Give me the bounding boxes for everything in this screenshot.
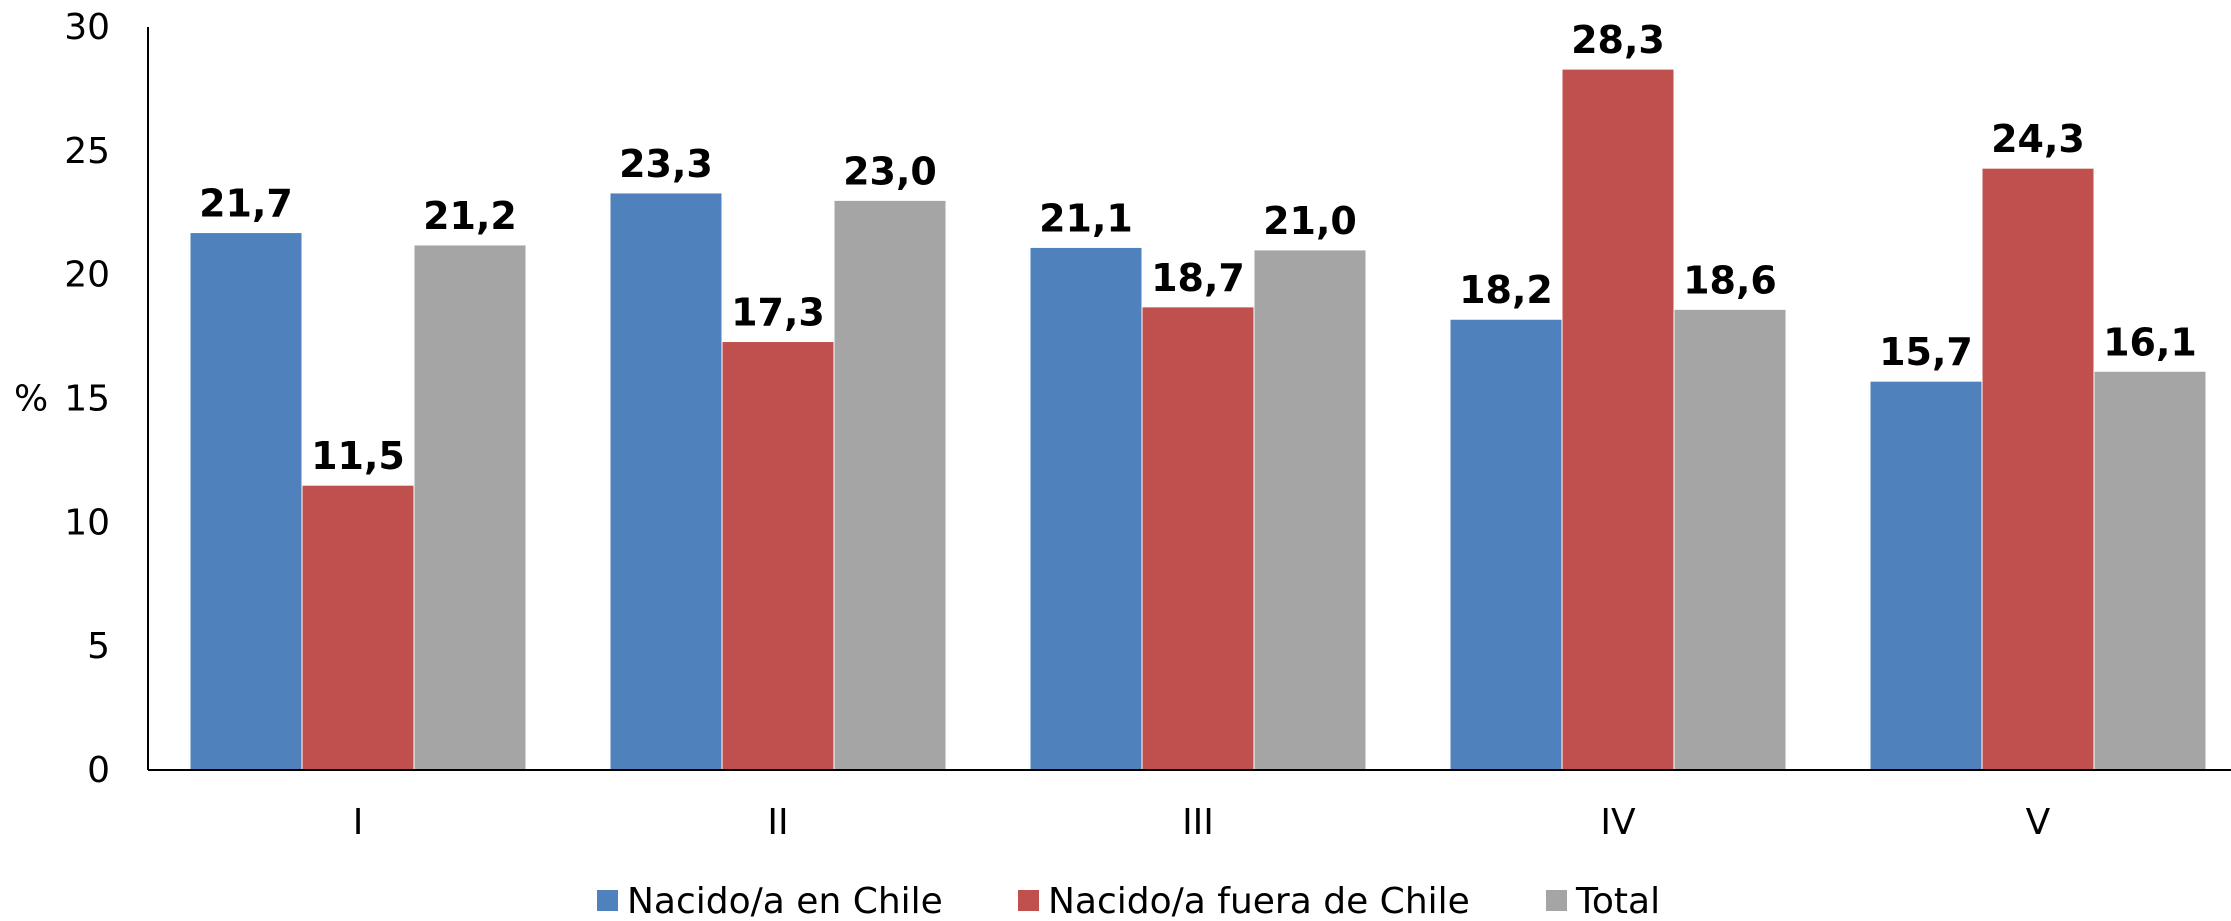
- y-tick-label: 15: [64, 379, 110, 420]
- bar-2-i: [301, 484, 415, 771]
- bar-2-ii: [721, 341, 835, 771]
- data-label: 24,3: [1991, 117, 2085, 161]
- bar-1-iv: [1449, 318, 1563, 771]
- bar-1-ii: [609, 192, 723, 771]
- data-label: 23,0: [843, 149, 937, 193]
- y-tick-label: 20: [64, 255, 110, 296]
- data-label: 28,3: [1571, 18, 1665, 62]
- x-tick-label: III: [1182, 802, 1214, 843]
- y-axis-label: %: [14, 379, 48, 420]
- bar-3-i: [413, 244, 527, 771]
- y-tick-label: 10: [64, 502, 110, 543]
- y-tick-label: 0: [87, 750, 110, 791]
- y-tick-label: 5: [87, 626, 110, 667]
- legend-label: Total: [1575, 881, 1660, 921]
- legend-swatch: [1546, 890, 1567, 911]
- y-tick-labels: 0 5 10 15 20 25 30: [64, 7, 110, 791]
- legend-swatch: [597, 890, 618, 911]
- bar-1-iii: [1029, 246, 1143, 771]
- bar-3-iv: [1673, 308, 1787, 771]
- y-tick-label: 30: [64, 7, 110, 48]
- legend-label: Nacido/a fuera de Chile: [1048, 881, 1470, 921]
- legend-swatch: [1018, 890, 1039, 911]
- bar-3-v: [2093, 370, 2207, 771]
- data-label: 21,0: [1263, 199, 1357, 243]
- bar-2-v: [1981, 167, 2095, 771]
- x-tick-label: IV: [1600, 802, 1636, 843]
- bars-layer: [189, 68, 2207, 771]
- data-label: 23,3: [619, 142, 713, 186]
- data-label: 18,7: [1151, 256, 1245, 300]
- bar-1-v: [1869, 380, 1983, 771]
- data-label: 16,1: [2103, 320, 2197, 364]
- data-label: 21,1: [1039, 196, 1133, 240]
- data-label: 18,2: [1459, 268, 1553, 312]
- bar-3-ii: [833, 199, 947, 771]
- data-label: 11,5: [311, 434, 405, 478]
- x-tick-label: I: [353, 802, 364, 843]
- x-tick-labels: I II III IV V: [353, 802, 2051, 843]
- data-label: 21,7: [199, 182, 293, 226]
- data-labels-layer: 21,7 11,5 21,2 23,3 17,3 23,0 21,1 18,7 21,0 18,2…: [199, 18, 2197, 478]
- legend-label: Nacido/a en Chile: [627, 881, 943, 921]
- legend: Nacido/a en Chile Nacido/a fuera de Chile…: [597, 881, 1660, 921]
- bar-3-iii: [1253, 249, 1367, 771]
- x-tick-label: II: [767, 802, 788, 843]
- x-tick-label: V: [2026, 802, 2051, 843]
- bar-1-i: [189, 232, 303, 771]
- data-label: 21,2: [423, 194, 517, 238]
- bar-2-iii: [1141, 306, 1255, 771]
- bar-2-iv: [1561, 68, 1675, 771]
- data-label: 17,3: [731, 291, 825, 335]
- data-label: 18,6: [1683, 258, 1777, 302]
- data-label: 15,7: [1879, 330, 1973, 374]
- y-tick-label: 25: [64, 131, 110, 172]
